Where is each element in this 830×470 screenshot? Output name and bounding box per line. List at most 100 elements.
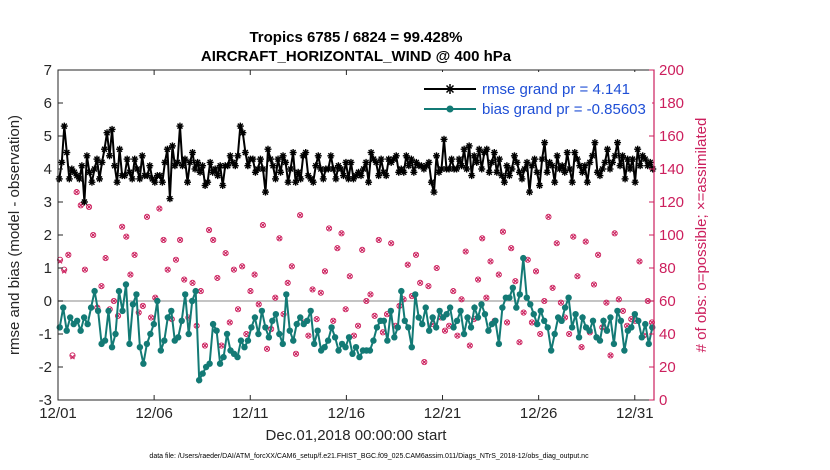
obs-assimilated-point [475,277,481,282]
bias-point [206,360,213,367]
left-y-tick-label: 7 [44,62,52,79]
obs-assimilated-point [380,329,386,335]
obs-assimilated-point [252,272,257,277]
rmse-point [259,165,267,173]
rmse-point [473,158,481,166]
obs-assimilated-point [508,245,514,251]
rmse-point [261,188,269,196]
obs-assimilated-point [293,351,299,357]
bias-point [241,344,248,351]
rmse-point [58,158,66,166]
obs-possible-point [313,316,320,323]
obs-possible-point [127,271,134,278]
obs-possible-point [102,255,109,262]
x-axis-ticks: 12/01 12/06 12/11 12/16 12/21 12/26 12/31 [39,70,654,422]
obs-assimilated-point [289,263,295,269]
rmse-point [598,165,606,173]
obs-possible-point [537,330,544,338]
rmse-point [563,149,571,156]
data-file-footnote: data file: /Users/raeder/DAI/ATM_forcXX/… [149,453,589,460]
bias-point [596,337,604,344]
bias-point [293,320,300,328]
obs-assimilated-point [537,331,543,337]
rmse-point [85,168,93,176]
obs-assimilated-point [177,237,183,243]
obs-possible-point [259,222,266,229]
obs-assimilated-point [322,268,328,274]
bias-point [436,307,443,315]
obs-assimilated-point [450,288,456,294]
obs-possible-point [450,288,457,295]
x-tick-label: 12/26 [520,405,558,422]
rmse-point [113,178,121,186]
rmse-point [548,162,556,170]
bias-point [370,337,377,344]
obs-possible-point [532,268,540,275]
obs-possible-point [234,306,242,313]
bias-point [265,334,273,341]
rmse-point [500,178,508,186]
bias-point [304,317,311,324]
obs-assimilated-point [649,320,655,325]
bias-point [136,344,144,351]
left-y-tick-label: -1 [39,326,52,343]
rmse-point [505,172,513,180]
legend-rmse-label: rmse grand pr = 4.141 [482,81,630,98]
rmse-point [184,178,192,186]
right-y-tick-label: 80 [659,260,676,277]
rmse-point [581,162,589,170]
obs-assimilated-point [277,235,282,241]
rmse-point [646,158,654,166]
bias-point [112,330,119,338]
bias-point [481,311,489,318]
rmse-point [297,175,305,183]
obs-possible-point [139,302,146,310]
obs-possible-point [292,350,300,357]
bias-point [324,337,332,344]
bias-point [216,360,224,367]
obs-assimilated-point [123,234,129,240]
obs-assimilated-point [310,287,315,292]
rmse-point [277,168,285,176]
obs-possible-point [77,202,84,209]
obs-possible-point [607,352,614,359]
bias-point [547,347,555,354]
bias-point [147,330,154,338]
rmse-point [488,158,496,166]
x-tick-label: 12/31 [616,405,654,422]
bias-point [182,291,189,298]
obs-assimilated-point [413,252,419,258]
bias-point [405,324,412,331]
obs-assimilated-point [546,214,551,220]
obs-possible-point [346,273,353,280]
obs-possible-point [412,251,420,258]
bias-point [84,320,91,328]
rmse-point [377,155,385,163]
bias-point [220,353,227,361]
bias-point [262,324,269,331]
obs-assimilated-point [297,212,303,218]
obs-possible-point [181,276,188,283]
obs-assimilated-point [334,245,340,251]
rmse-point [465,142,473,150]
rmse-point [136,175,144,183]
rmse-point [101,145,109,153]
rmse-point [518,175,526,183]
rmse-point [126,168,134,176]
obs-assimilated-point [219,343,224,348]
bias-point [161,337,168,344]
rmse-point [490,149,498,156]
rmse-point [495,155,503,163]
bias-point [610,340,618,348]
obs-assimilated-point [645,298,651,304]
bias-point [568,324,576,331]
bias-point [614,307,621,315]
bias-point [575,334,583,341]
bias-point [80,314,88,321]
right-y-tick-label: 180 [659,95,684,112]
obs-possible-point [288,263,295,270]
rmse-point [526,188,534,196]
rmse-point [231,162,239,170]
rmse-point [161,158,169,166]
rmse-point [596,172,604,180]
